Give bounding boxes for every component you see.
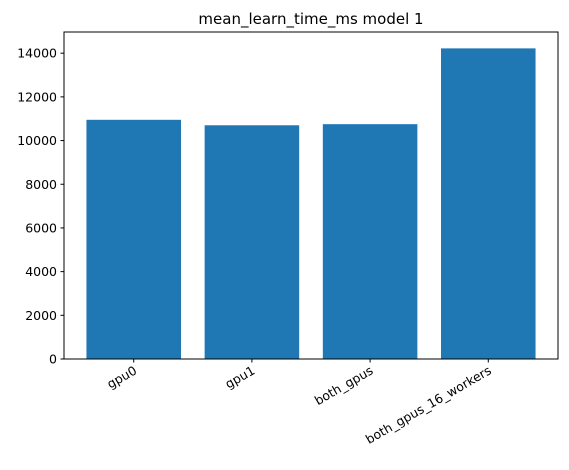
y-tick-label: 0 [49,352,57,367]
x-tick-label-gpu1: gpu1 [222,363,257,392]
y-tick-label: 8000 [25,177,57,192]
bar-both_gpus [322,124,418,359]
y-tick-label: 10000 [17,133,57,148]
chart-title: mean_learn_time_ms model 1 [198,10,423,29]
x-tick-label-both_gpus: both_gpus [312,363,376,408]
bars-group [86,48,536,360]
bar-gpu1 [204,125,300,359]
y-tick-label: 4000 [25,264,57,279]
x-tick-label-both_gpus_16_workers: both_gpus_16_workers [363,363,494,447]
bar-gpu0 [86,119,181,360]
y-tick-label: 2000 [25,308,57,323]
bar-both_gpus_16_workers [441,48,536,360]
y-tick-label: 12000 [17,89,57,104]
y-tick-label: 14000 [17,46,57,61]
plot-frame [63,31,559,360]
y-axis: 0 2000 4000 6000 8000 10000 12000 14000 [17,46,64,367]
x-tick-label-gpu0: gpu0 [104,363,139,392]
y-tick-label: 6000 [25,220,57,235]
